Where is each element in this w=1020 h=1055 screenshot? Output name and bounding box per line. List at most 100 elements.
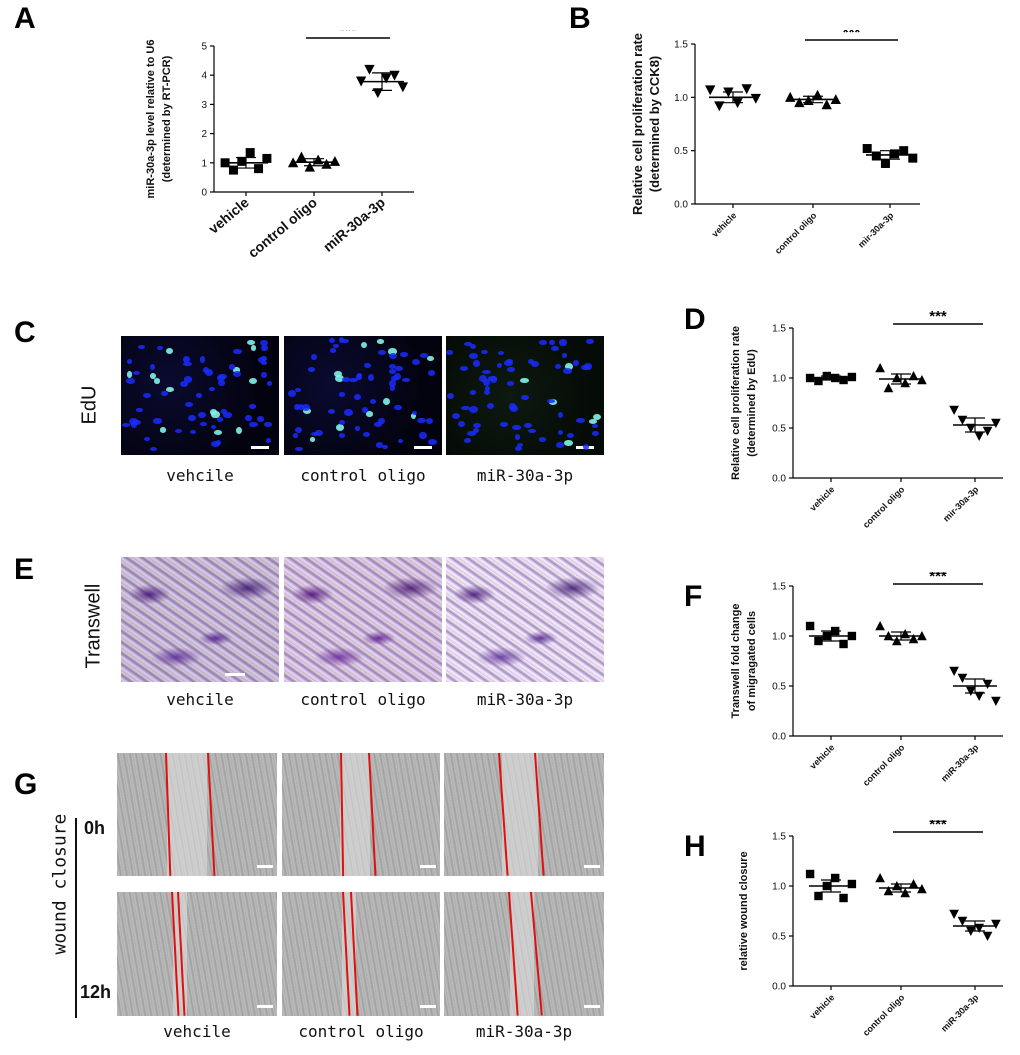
nucleus <box>295 446 303 452</box>
y-tick-label: 0.0 <box>674 200 688 211</box>
data-point <box>891 372 902 383</box>
nucleus <box>199 421 208 427</box>
data-point <box>880 158 890 168</box>
edu-positive-nucleus <box>564 363 573 370</box>
edu-positive-nucleus <box>232 367 241 373</box>
nucleus <box>427 439 437 446</box>
data-point <box>891 880 902 891</box>
data-point <box>871 151 881 161</box>
nucleus <box>180 381 189 388</box>
nucleus <box>185 402 194 408</box>
x-category-label: vehicle <box>808 484 837 513</box>
scale-bar <box>225 673 245 676</box>
y-axis-label: (determined by EdU) <box>746 349 758 457</box>
nucleus <box>447 393 454 400</box>
y-tick-label: 0.0 <box>772 474 786 485</box>
nucleus <box>256 415 264 422</box>
nucleus <box>516 443 523 448</box>
y-tick-label: 0.5 <box>674 146 688 157</box>
data-point <box>364 64 375 75</box>
edu-positive-nucleus <box>165 347 174 355</box>
y-tick-label: 1.5 <box>772 324 786 335</box>
nucleus <box>555 364 562 369</box>
nucleus <box>498 350 505 355</box>
edu-positive-nucleus <box>593 413 601 420</box>
data-point <box>381 73 392 84</box>
nucleus <box>390 376 399 382</box>
nucleus <box>527 428 536 434</box>
nucleus <box>311 353 317 361</box>
data-point <box>839 893 848 903</box>
label-12h: 12h <box>80 982 112 1002</box>
data-point <box>262 153 272 163</box>
y-axis-label: of migragated cells <box>746 611 758 711</box>
data-point <box>296 151 307 162</box>
nucleus <box>521 395 529 401</box>
nucleus <box>132 370 140 375</box>
nucleus <box>150 447 158 452</box>
data-point <box>899 146 909 156</box>
scale-bar <box>420 1005 436 1008</box>
edu-image-mir30a <box>446 336 604 455</box>
nucleus <box>292 433 299 438</box>
edu-positive-nucleus <box>213 430 223 436</box>
data-point <box>750 93 761 104</box>
data-point <box>965 423 976 434</box>
nucleus <box>143 437 151 442</box>
nucleus <box>461 405 470 411</box>
data-point <box>982 679 993 690</box>
label-0h: 0h <box>84 818 106 838</box>
nucleus <box>363 363 371 369</box>
nucleus <box>563 367 573 375</box>
nucleus <box>330 348 337 353</box>
nucleus <box>401 377 411 382</box>
x-category-label: control oligo <box>861 742 907 788</box>
nucleus <box>473 422 482 428</box>
data-point <box>982 931 993 942</box>
nucleus <box>266 438 272 443</box>
nucleus <box>483 379 491 386</box>
x-category-label: control oligo <box>773 210 819 256</box>
chart-f-transwell-migration: 0.0 0.5 1.0 1.5 Transwell fold change of migr… <box>730 572 1003 788</box>
nucleus <box>388 363 397 370</box>
data-point <box>949 666 959 677</box>
edu-positive-nucleus <box>377 339 385 344</box>
caption-edu-control: control oligo <box>300 466 426 485</box>
significance-label: *** <box>339 30 357 39</box>
nucleus <box>127 359 133 364</box>
data-point <box>830 873 840 883</box>
nucleus <box>375 442 383 448</box>
nucleus <box>293 403 301 411</box>
nucleus <box>427 369 436 376</box>
y-tick-label: 1 <box>201 158 207 169</box>
nucleus <box>575 417 585 423</box>
nucleus <box>266 381 272 386</box>
nucleus <box>539 436 547 442</box>
wound-image-vehicle-0h <box>117 753 277 876</box>
edu-positive-nucleus <box>383 398 390 406</box>
data-point <box>254 164 264 174</box>
y-tick-label: 2 <box>201 129 207 140</box>
data-point <box>245 148 255 158</box>
nucleus <box>249 422 259 427</box>
caption-wound-control: control oligo <box>298 1022 424 1041</box>
nucleus <box>558 430 564 436</box>
data-point <box>389 70 400 81</box>
nucleus <box>489 376 497 383</box>
nucleus <box>527 358 534 365</box>
nucleus <box>341 376 350 383</box>
data-point <box>814 891 823 901</box>
nucleus <box>398 439 404 444</box>
edu-positive-nucleus <box>303 407 312 414</box>
data-point <box>875 872 885 883</box>
y-tick-label: 1.0 <box>772 882 786 893</box>
nucleus <box>338 392 346 397</box>
nucleus <box>497 363 503 369</box>
nucleus <box>229 364 236 370</box>
chart-a-mir30a-level: 0 1 2 3 4 5 miR-30a-3p level relative to U6 (de… <box>145 30 414 261</box>
nucleus <box>338 433 346 438</box>
edu-positive-nucleus <box>427 355 435 362</box>
scale-bar <box>257 865 273 868</box>
row-label-wound: wound closure <box>49 813 71 955</box>
